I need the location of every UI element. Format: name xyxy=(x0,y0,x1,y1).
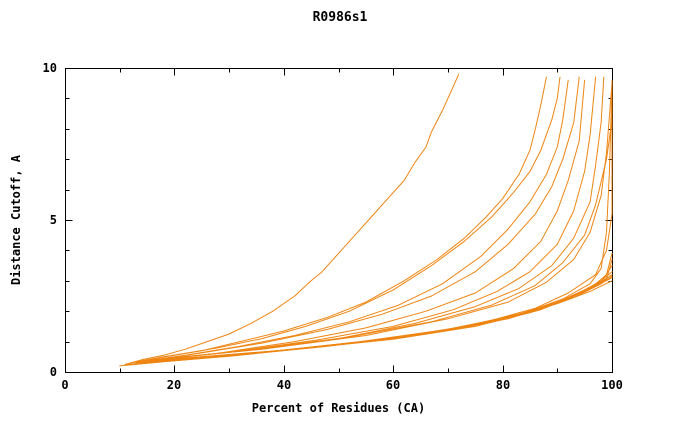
y-tick-label: 10 xyxy=(43,61,57,75)
model-curve xyxy=(141,85,613,363)
model-curve xyxy=(130,265,613,365)
model-curve xyxy=(141,79,586,363)
x-axis-label: Percent of Residues (CA) xyxy=(251,401,426,415)
model-curve xyxy=(141,76,597,362)
x-tick-label: 0 xyxy=(61,378,68,392)
model-curve xyxy=(130,76,547,364)
x-tick-label: 60 xyxy=(386,378,400,392)
model-curve xyxy=(152,82,613,361)
model-curve xyxy=(119,280,613,367)
model-curve xyxy=(146,76,605,362)
model-curve xyxy=(146,79,613,361)
model-curve xyxy=(124,275,613,366)
model-curve xyxy=(130,259,613,365)
y-tick-label: 0 xyxy=(50,365,57,379)
y-tick-label: 5 xyxy=(50,213,57,227)
x-tick-label: 100 xyxy=(601,378,623,392)
model-curve xyxy=(135,277,613,364)
x-tick-label: 80 xyxy=(496,378,510,392)
model-curve xyxy=(135,76,580,363)
x-tick-label: 20 xyxy=(167,378,181,392)
model-curve xyxy=(135,79,569,364)
model-curve xyxy=(124,73,460,365)
model-curve xyxy=(146,88,613,362)
chart-title: R0986s1 xyxy=(312,10,368,25)
model-curve xyxy=(130,76,561,364)
x-tick-label: 40 xyxy=(277,378,291,392)
plot-frame xyxy=(65,68,613,373)
